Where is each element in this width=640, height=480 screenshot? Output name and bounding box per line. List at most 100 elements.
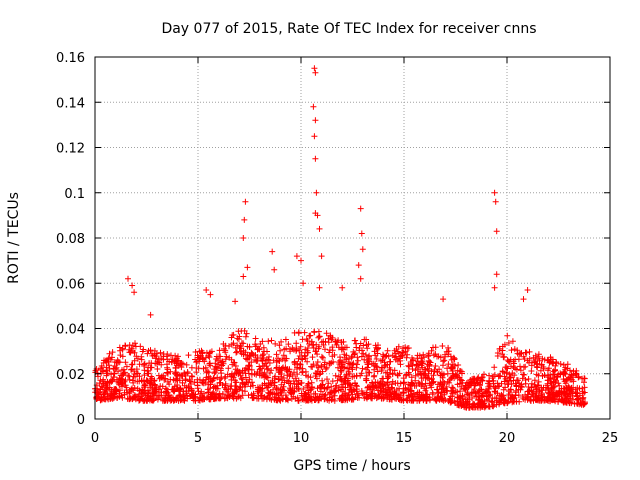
- data-point: [314, 385, 321, 392]
- data-point: [313, 341, 320, 348]
- data-point: [325, 339, 332, 346]
- data-points: [92, 65, 588, 411]
- data-point: [121, 369, 128, 376]
- data-point: [395, 343, 402, 350]
- data-point: [441, 357, 448, 364]
- data-point: [332, 339, 339, 345]
- data-point: [581, 384, 588, 391]
- data-point: [344, 377, 351, 384]
- data-point: [477, 398, 484, 405]
- data-point: [332, 382, 339, 389]
- data-point: [552, 392, 559, 399]
- data-point: [239, 379, 246, 386]
- data-point: [207, 349, 214, 356]
- data-point: [117, 387, 123, 394]
- data-point: [341, 375, 348, 382]
- data-point: [402, 344, 409, 351]
- data-point: [420, 375, 427, 381]
- data-point: [147, 311, 154, 318]
- data-point: [557, 371, 564, 378]
- data-point: [138, 393, 144, 400]
- data-point: [403, 354, 410, 361]
- data-point: [250, 394, 257, 401]
- data-point: [173, 372, 180, 379]
- data-point: [439, 343, 446, 349]
- data-point: [552, 366, 558, 373]
- data-point: [97, 397, 104, 404]
- data-point: [486, 392, 493, 399]
- data-point: [501, 378, 508, 385]
- data-point: [343, 352, 350, 359]
- data-point: [308, 396, 314, 402]
- data-point: [311, 329, 318, 336]
- data-point: [388, 384, 395, 391]
- data-point: [125, 372, 131, 379]
- data-point: [499, 393, 506, 400]
- data-point: [564, 365, 571, 372]
- data-point: [496, 345, 503, 352]
- data-point: [136, 373, 143, 380]
- data-point: [286, 373, 293, 380]
- x-tick-label: 0: [91, 431, 99, 446]
- data-point: [269, 248, 276, 255]
- data-point: [527, 397, 534, 404]
- data-point: [371, 366, 378, 373]
- data-point: [576, 401, 583, 408]
- data-point: [238, 375, 245, 382]
- data-point: [311, 65, 318, 72]
- data-point: [129, 282, 136, 289]
- data-point: [247, 352, 254, 359]
- data-point: [232, 366, 239, 373]
- data-point: [444, 365, 451, 372]
- data-point: [520, 364, 527, 371]
- data-point: [346, 381, 353, 388]
- data-point: [284, 366, 290, 373]
- data-point: [151, 347, 158, 354]
- data-point: [575, 374, 582, 381]
- data-point: [345, 368, 352, 375]
- data-point: [273, 351, 280, 358]
- data-point: [548, 385, 555, 392]
- data-point: [312, 390, 319, 397]
- data-point: [117, 352, 124, 359]
- data-point: [315, 328, 322, 335]
- data-point: [193, 358, 200, 365]
- data-point: [164, 364, 171, 371]
- data-point: [327, 332, 334, 339]
- data-point: [148, 373, 155, 380]
- data-point: [269, 377, 276, 384]
- data-point: [132, 373, 139, 380]
- data-point: [291, 369, 297, 376]
- data-point: [364, 345, 371, 352]
- data-point: [158, 373, 165, 380]
- data-point: [459, 392, 466, 399]
- data-point: [172, 357, 179, 364]
- data-point: [176, 392, 183, 398]
- data-point: [131, 289, 138, 296]
- data-point: [374, 368, 381, 375]
- y-axis-label: ROTI / TECUs: [6, 192, 22, 284]
- data-point: [536, 387, 543, 394]
- data-point: [357, 340, 364, 347]
- y-tick-label: 0.14: [56, 96, 85, 111]
- data-point: [539, 355, 546, 362]
- data-point: [256, 387, 263, 394]
- data-point: [373, 356, 380, 362]
- data-point: [355, 392, 362, 399]
- data-point: [321, 359, 328, 366]
- data-point: [293, 253, 300, 260]
- data-point: [288, 395, 295, 402]
- data-point: [413, 361, 420, 368]
- data-point: [541, 397, 548, 404]
- data-point: [130, 379, 137, 386]
- data-point: [107, 395, 114, 402]
- data-point: [231, 387, 238, 394]
- data-point: [243, 330, 250, 337]
- data-point: [256, 372, 263, 379]
- data-point: [376, 380, 383, 387]
- data-point: [316, 225, 323, 232]
- data-point: [439, 382, 446, 388]
- data-point: [259, 382, 266, 389]
- data-point: [383, 389, 390, 396]
